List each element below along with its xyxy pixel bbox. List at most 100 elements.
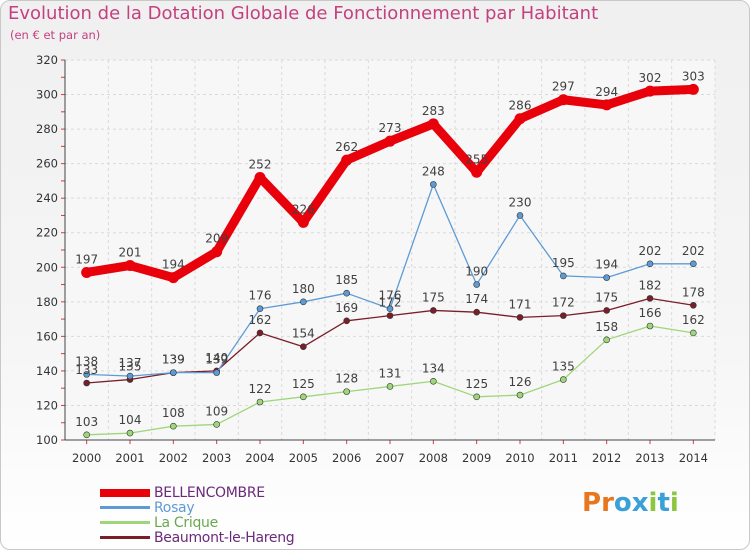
legend-label: Rosay <box>154 500 195 516</box>
x-tick-label: 2002 <box>159 451 188 465</box>
series-point-0 <box>427 118 439 130</box>
series-point-2 <box>690 329 697 337</box>
data-label: 175 <box>422 290 445 304</box>
series-point-2 <box>256 398 264 406</box>
series-point-0 <box>167 272 179 284</box>
data-label: 103 <box>75 415 98 429</box>
series-point-2 <box>343 388 350 395</box>
series-point-1 <box>300 298 307 306</box>
series-point-1 <box>690 260 697 268</box>
data-label: 166 <box>639 306 662 320</box>
series-point-0 <box>687 83 699 95</box>
series-point-3 <box>690 301 697 309</box>
series-point-0 <box>81 266 93 278</box>
series-point-1 <box>256 305 264 313</box>
series-point-1 <box>126 372 134 380</box>
series-point-3 <box>343 317 350 325</box>
data-label: 194 <box>595 258 618 272</box>
data-label: 137 <box>119 356 142 370</box>
x-tick-label: 2013 <box>635 451 664 465</box>
data-label: 194 <box>162 258 185 272</box>
legend-swatch <box>100 521 150 524</box>
series-point-2 <box>516 391 524 399</box>
series-point-2 <box>386 383 394 390</box>
y-tick-label: 300 <box>36 88 58 102</box>
data-label: 252 <box>249 157 272 171</box>
series-point-2 <box>213 421 220 428</box>
data-label: 262 <box>335 140 358 154</box>
series-point-1 <box>83 371 90 378</box>
series-point-2 <box>83 431 90 439</box>
y-tick-label: 100 <box>36 433 58 447</box>
series-point-0 <box>254 171 266 183</box>
series-point-0 <box>514 113 526 125</box>
series-point-0 <box>211 246 223 258</box>
logo-letter: P <box>582 488 602 518</box>
y-tick-label: 140 <box>36 364 58 378</box>
data-label: 202 <box>639 244 662 258</box>
series-point-3 <box>603 307 610 314</box>
data-label: 125 <box>292 377 315 391</box>
data-label: 303 <box>682 69 705 83</box>
legend-item: BELLENCOMBRE <box>100 485 360 501</box>
data-label: 283 <box>422 104 445 118</box>
data-label: 131 <box>379 366 402 380</box>
series-point-3 <box>430 307 437 314</box>
x-tick-label: 2000 <box>72 451 101 465</box>
series-point-3 <box>516 314 524 321</box>
logo-letter: i <box>669 488 679 518</box>
series-point-0 <box>644 85 656 97</box>
data-label-layer: 103 104 108 109 122 125 128 131 134 125 126 135 158 1… <box>75 69 705 428</box>
logo-letter: r <box>601 488 614 518</box>
data-label: 297 <box>552 80 575 94</box>
series-point-0 <box>124 260 136 272</box>
series-point-1 <box>343 289 350 297</box>
x-tick-label: 2006 <box>332 451 361 465</box>
data-label: 138 <box>75 354 98 368</box>
chart-title: Evolution de la Dotation Globale de Fonc… <box>8 3 599 24</box>
series-point-3 <box>256 329 264 337</box>
series-point-1 <box>516 212 524 219</box>
series-point-3 <box>386 312 394 319</box>
series-point-2 <box>170 422 177 430</box>
y-tick-label: 240 <box>36 191 58 205</box>
x-tick-label: 2012 <box>592 451 621 465</box>
data-label: 139 <box>162 353 185 367</box>
x-tick-label: 2001 <box>115 451 144 465</box>
x-tick-label: 2010 <box>505 451 534 465</box>
legend-label: BELLENCOMBRE <box>154 485 265 501</box>
series-point-0 <box>471 166 483 178</box>
data-label: 135 <box>552 360 575 374</box>
x-tick-label: 2004 <box>245 451 274 465</box>
series-point-1 <box>473 281 480 288</box>
series-point-1 <box>603 274 610 281</box>
legend: BELLENCOMBRE Rosay La Crique Beaumont-le-Ha… <box>100 485 360 546</box>
data-label: 126 <box>509 375 532 389</box>
series-point-3 <box>560 312 567 319</box>
proxiti-logo: Proxiti <box>582 488 679 518</box>
logo-letter: i <box>648 488 658 518</box>
series-point-1 <box>170 369 177 376</box>
data-label: 174 <box>465 292 488 306</box>
plot-area <box>65 60 715 440</box>
data-label: 162 <box>682 313 705 327</box>
series-point-0 <box>341 154 353 166</box>
y-tick-label: 200 <box>36 260 58 274</box>
legend-label: Beaumont-le-Hareng <box>154 530 295 546</box>
data-label: 201 <box>119 246 142 260</box>
data-label: 197 <box>75 252 98 266</box>
series-point-1 <box>430 181 437 188</box>
y-tick-label: 280 <box>36 122 58 136</box>
data-label: 133 <box>75 363 98 377</box>
legend-item: Rosay <box>100 500 360 516</box>
x-tick-label: 2014 <box>679 451 708 465</box>
legend-item: Beaumont-le-Hareng <box>100 530 360 546</box>
data-label: 273 <box>379 121 402 135</box>
series-point-2 <box>603 336 610 344</box>
series-point-3 <box>300 343 307 351</box>
legend-label: La Crique <box>154 515 218 531</box>
data-label: 294 <box>595 85 618 99</box>
data-label: 226 <box>292 202 315 216</box>
data-label: 202 <box>682 244 705 258</box>
data-label: 248 <box>422 164 445 178</box>
